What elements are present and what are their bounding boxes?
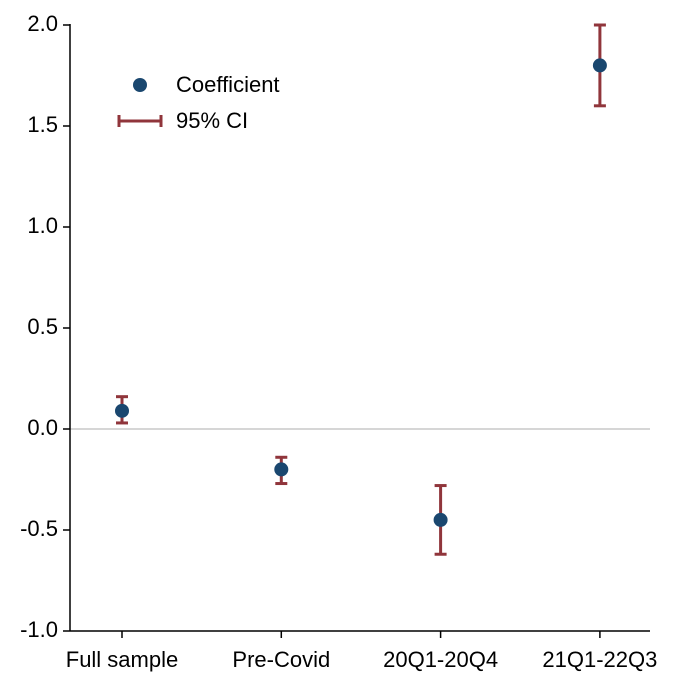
coefficient-point xyxy=(592,58,607,73)
y-tick-label: -1.0 xyxy=(20,617,58,642)
legend-label: Coefficient xyxy=(176,72,280,97)
y-tick-label: 1.5 xyxy=(27,112,58,137)
legend-label: 95% CI xyxy=(176,108,248,133)
y-tick-label: 2.0 xyxy=(27,11,58,36)
coefficient-point xyxy=(115,403,129,418)
coefficient-point xyxy=(274,462,289,477)
x-tick-label: 21Q1-22Q3 xyxy=(542,647,657,672)
x-tick-label: Full sample xyxy=(66,647,178,672)
coefficient-point xyxy=(433,512,448,527)
y-tick-label: -0.5 xyxy=(20,516,58,541)
x-tick-label: 20Q1-20Q4 xyxy=(383,647,498,672)
legend-marker xyxy=(133,78,147,92)
y-tick-label: 0.0 xyxy=(27,415,58,440)
x-tick-label: Pre-Covid xyxy=(232,647,330,672)
y-tick-label: 0.5 xyxy=(27,314,58,339)
y-tick-label: 1.0 xyxy=(27,213,58,238)
